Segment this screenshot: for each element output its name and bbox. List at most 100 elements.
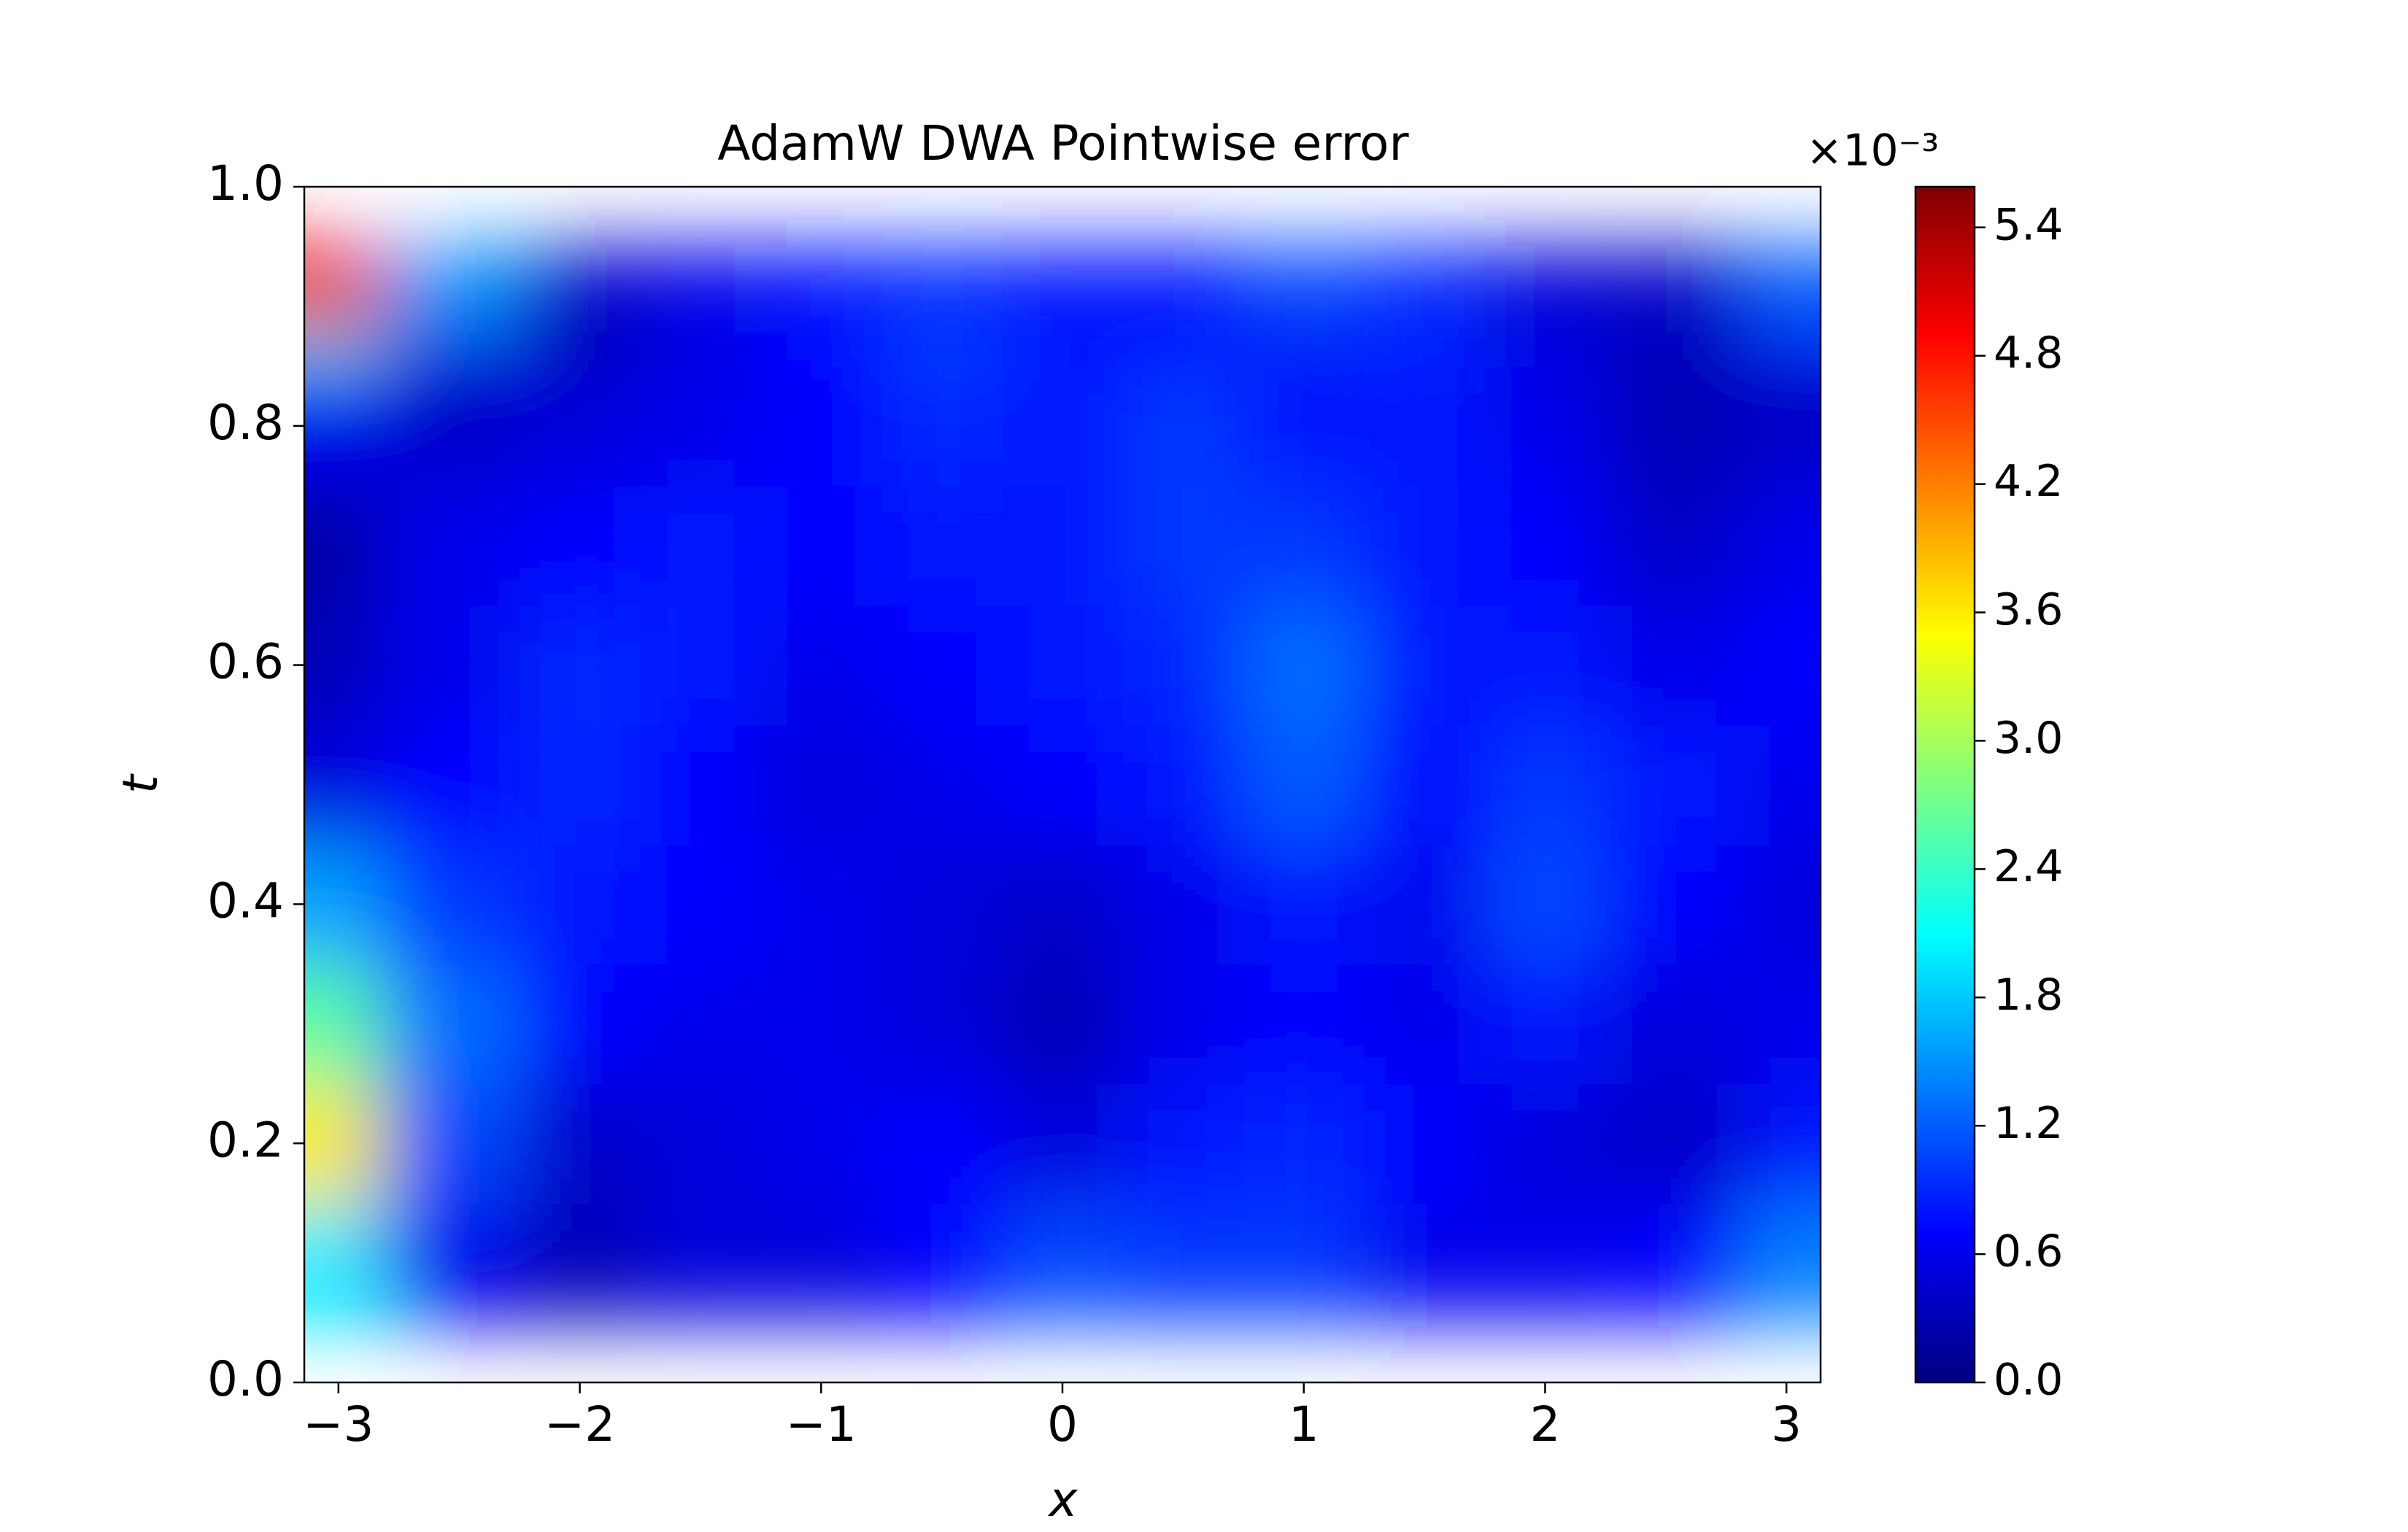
heat-cell bbox=[382, 365, 520, 487]
heat-cell bbox=[640, 724, 762, 846]
colorbar-offset: ×10⁻³ bbox=[1806, 125, 1939, 177]
heat-cell bbox=[304, 365, 383, 487]
chart-title: AdamW DWA Pointwise error bbox=[717, 115, 1409, 171]
heat-cell bbox=[382, 1203, 520, 1324]
heat-cell bbox=[760, 1203, 882, 1324]
heat-cell bbox=[382, 1083, 520, 1204]
heat-cell bbox=[1002, 1083, 1124, 1204]
heat-cell bbox=[304, 1083, 383, 1204]
heat-cell bbox=[881, 246, 1003, 333]
heat-cell bbox=[1364, 724, 1486, 846]
y-tick-label: 0.2 bbox=[207, 1112, 284, 1168]
y-tick-label: 0.6 bbox=[207, 634, 284, 690]
heat-cell bbox=[1605, 724, 1744, 846]
y-tick-label: 0.4 bbox=[207, 873, 284, 929]
heat-cell bbox=[519, 246, 641, 333]
heatmap-cells bbox=[304, 246, 1821, 1324]
heat-cell bbox=[1122, 365, 1245, 487]
heat-cell bbox=[760, 1083, 882, 1204]
heat-cell bbox=[881, 844, 1003, 965]
heat-cell bbox=[519, 1203, 641, 1324]
heat-cell bbox=[1743, 844, 1821, 965]
x-tick-label: 0 bbox=[1047, 1396, 1078, 1452]
heat-cell bbox=[1605, 844, 1744, 965]
colorbar-tick-label: 3.6 bbox=[1994, 584, 2063, 635]
x-tick-label: 1 bbox=[1289, 1396, 1319, 1452]
heat-cell bbox=[382, 246, 520, 333]
heat-cell bbox=[1484, 724, 1607, 846]
heat-cell bbox=[1605, 365, 1744, 487]
heat-cell bbox=[1743, 485, 1821, 606]
heat-cell bbox=[304, 844, 383, 965]
heat-cell bbox=[1243, 724, 1365, 846]
colorbar-tick-label: 2.4 bbox=[1994, 841, 2063, 892]
heat-cell bbox=[304, 605, 383, 726]
heat-cell bbox=[1243, 964, 1365, 1085]
heat-cell bbox=[881, 964, 1003, 1085]
heat-cell bbox=[1605, 964, 1744, 1085]
heat-cell bbox=[1743, 1203, 1821, 1324]
heat-cell bbox=[1605, 1083, 1744, 1204]
heat-cell bbox=[1364, 1203, 1486, 1324]
x-tick-label: −2 bbox=[544, 1396, 615, 1452]
y-axis-label: t bbox=[112, 773, 169, 794]
heat-cell bbox=[1743, 1083, 1821, 1204]
colorbar-tick-label: 0.0 bbox=[1994, 1355, 2063, 1406]
heat-cell bbox=[1484, 1203, 1607, 1324]
colorbar-tick-label: 0.6 bbox=[1994, 1226, 2063, 1277]
heat-cell bbox=[1484, 1083, 1607, 1204]
heat-cell bbox=[1243, 365, 1365, 487]
heat-cell bbox=[1002, 724, 1124, 846]
heat-cell bbox=[1122, 964, 1245, 1085]
heat-cell bbox=[1364, 246, 1486, 333]
heat-cell bbox=[1364, 485, 1486, 606]
heat-cell bbox=[881, 724, 1003, 846]
heatmap bbox=[304, 246, 1821, 1324]
heat-cell bbox=[1002, 365, 1124, 487]
heat-cell bbox=[760, 964, 882, 1085]
heat-cell bbox=[382, 605, 520, 726]
heat-cell bbox=[1243, 605, 1365, 726]
heat-cell bbox=[1002, 964, 1124, 1085]
heat-cell bbox=[640, 246, 762, 333]
heat-cell bbox=[760, 724, 882, 846]
heat-cell bbox=[760, 246, 882, 333]
heat-cell bbox=[1002, 485, 1124, 606]
heat-cell bbox=[640, 964, 762, 1085]
x-tick-label: −1 bbox=[786, 1396, 857, 1452]
colorbar-tick-label: 4.8 bbox=[1994, 328, 2063, 379]
colorbar-tick-label: 4.2 bbox=[1994, 456, 2063, 507]
heat-cell bbox=[1002, 844, 1124, 965]
heat-cell bbox=[1484, 605, 1607, 726]
heat-cell bbox=[1605, 1203, 1744, 1324]
heat-cell bbox=[519, 1083, 641, 1204]
y-tick-label: 0.8 bbox=[207, 395, 284, 451]
heat-cell bbox=[760, 844, 882, 965]
heat-cell bbox=[1122, 246, 1245, 333]
heat-cell bbox=[1484, 246, 1607, 333]
heat-cell bbox=[304, 246, 383, 333]
heat-cell bbox=[1122, 1203, 1245, 1324]
heat-cell bbox=[382, 964, 520, 1085]
heat-cell bbox=[1605, 605, 1744, 726]
heat-cell bbox=[1122, 605, 1245, 726]
heat-cell bbox=[1002, 605, 1124, 726]
heat-cell bbox=[640, 365, 762, 487]
heat-cell bbox=[1743, 246, 1821, 333]
heat-cell bbox=[640, 485, 762, 606]
heat-cell bbox=[304, 485, 383, 606]
x-tick-label: −3 bbox=[303, 1396, 374, 1452]
x-axis-label: x bbox=[1047, 1471, 1078, 1528]
colorbar-tick-label: 5.4 bbox=[1994, 199, 2063, 250]
heat-cell bbox=[1743, 365, 1821, 487]
heat-cell bbox=[1605, 246, 1744, 333]
heat-cell bbox=[304, 724, 383, 846]
heat-cell bbox=[1122, 1083, 1245, 1204]
heat-cell bbox=[1243, 1083, 1365, 1204]
heat-cell bbox=[1364, 1083, 1486, 1204]
heat-cell bbox=[1243, 1203, 1365, 1324]
heat-cell bbox=[519, 724, 641, 846]
heat-cell bbox=[1484, 365, 1607, 487]
heat-cell bbox=[1122, 724, 1245, 846]
heat-cell bbox=[1364, 964, 1486, 1085]
